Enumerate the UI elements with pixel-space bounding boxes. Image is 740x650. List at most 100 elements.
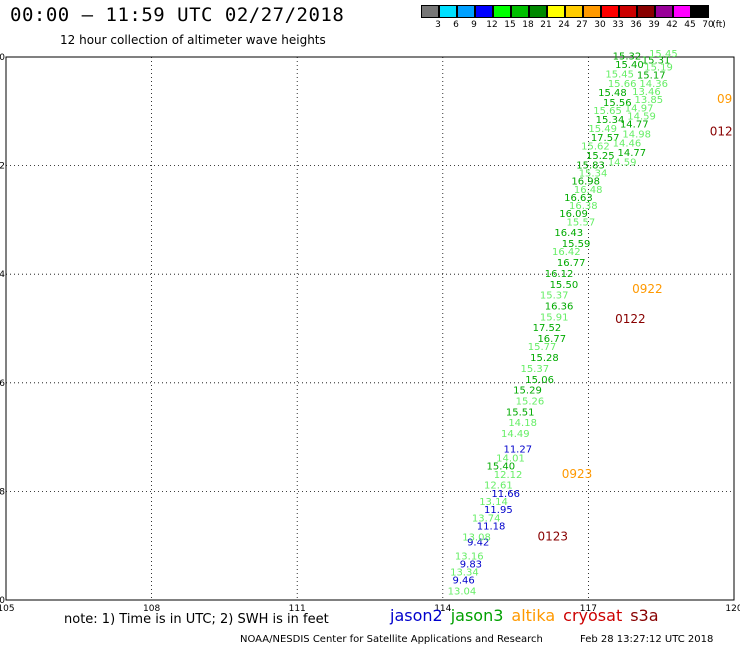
swh-value-label: 15.37 [520,364,549,375]
swh-value-label: 9.42 [467,538,489,549]
swh-value-label: 13.04 [448,587,477,598]
swh-value-label: 15.45 [605,70,634,81]
scale-label: 9 [471,20,477,30]
swh-value-label: 13.74 [472,513,501,524]
swh-value-label: 14.98 [622,129,651,140]
scale-swatch [511,5,529,18]
swh-value-label: 9.83 [460,559,482,570]
swh-value-label: 13.85 [635,95,664,106]
swh-value-label: 13.08 [462,532,491,543]
swh-value-label: 15.50 [550,280,579,291]
swh-value-label: 15.66 [608,79,637,90]
swh-value-label: 15.28 [530,353,559,364]
swh-value-label: 15.06 [525,375,554,386]
swh-value-label: 9.46 [453,576,475,587]
scale-label: 70 [702,20,714,30]
swh-value-label: 17.57 [591,133,620,144]
swh-value-label: 14.01 [496,454,525,465]
swh-value-label: 13.16 [455,551,484,562]
swh-value-label: 15.56 [603,98,632,109]
y-tick-label: -54 [0,270,5,280]
axis-tick-labels: 105 108 111 114 117 120 -50 -52 -54 -56 -58 -60 [0,53,740,614]
swh-value-label: 14.77 [618,148,647,159]
scale-swatch [691,5,709,18]
swh-value-label: 15.57 [567,217,596,228]
plot-frame [5,56,735,601]
swh-value-label: 15.49 [588,124,617,135]
swh-value-label: 16.38 [569,201,598,212]
swh-value-label: 12.12 [494,470,523,481]
swh-value-label: 15.26 [516,397,545,408]
scale-label: 39 [648,20,660,30]
scale-swatch [619,5,637,18]
swh-value-label: 16.43 [554,228,583,239]
scale-label: 42 [666,20,678,30]
scale-label: 6 [453,20,459,30]
scale-swatch [565,5,583,18]
x-tick-label: 111 [289,604,306,614]
legend-entry-cryosat: cryosat [563,606,623,625]
x-tick-label: 105 [0,604,15,614]
scale-swatch [421,5,439,18]
scale-label: 15 [504,20,516,30]
scale-swatch [655,5,673,18]
scale-swatch [439,5,457,18]
scale-swatch [457,5,475,18]
swh-value-label: 14.46 [613,139,642,150]
legend-entry-jason2: jason2 [390,606,443,625]
swh-value-label: 15.51 [506,407,535,418]
swh-value-label: 13.14 [479,497,508,508]
swh-value-label: 14.59 [627,111,656,122]
swh-value-label: 16.42 [552,247,581,258]
swh-value-label: 15.37 [540,291,569,302]
y-tick-label: -60 [0,596,5,606]
grid-lines [6,57,734,600]
swh-value-label: 13.46 [632,87,661,98]
chart-title: 00:00 – 11:59 UTC 02/27/2018 [10,4,345,26]
scale-swatch [673,5,691,18]
scale-label: 3 [435,20,441,30]
swh-value-label: 15.83 [576,160,605,171]
legend-entry-s3a: s3a [630,606,659,625]
swh-value-label: 15.62 [581,141,610,152]
scale-label: 21 [540,20,552,30]
x-tick-label: 120 [725,604,740,614]
y-tick-label: -56 [0,379,5,389]
swh-value-label: 16.36 [545,301,574,312]
swh-value-label: 13.34 [450,568,479,579]
pass-time-label: 0122 [615,312,646,326]
scale-label: 24 [558,20,570,30]
footer-credit: NOAA/NESDIS Center for Satellite Applica… [240,634,543,645]
swh-value-label: 15.59 [562,239,591,250]
scale-label: 27 [576,20,588,30]
pass-time-label: 012 [710,125,733,139]
pass-time-label: 0923 [562,467,593,481]
legend-entry-altika: altika [511,606,556,625]
swh-value-label: 16.48 [574,185,603,196]
swh-value-label: 14.59 [608,158,637,169]
data-labels: 13.049.4613.349.8313.169.4213.0811.1813.… [448,49,733,598]
swh-value-label: 15.25 [586,151,615,162]
swh-value-label: 11.18 [477,521,506,532]
swh-value-label: 15.48 [598,88,627,99]
swh-value-label: 15.34 [596,115,625,126]
scale-label: 33 [612,20,624,30]
swh-value-label: 15.19 [644,63,673,74]
y-tick-label: -52 [0,162,5,172]
swh-value-label: 11.95 [484,505,513,516]
scale-swatch [475,5,493,18]
footer-note: note: 1) Time is in UTC; 2) SWH is in fe… [64,612,329,627]
pass-time-label: 0123 [537,529,568,543]
swh-value-label: 15.65 [593,106,622,117]
footer-timestamp: Feb 28 13:27:12 UTC 2018 [580,634,714,645]
swh-value-label: 15.31 [642,56,671,67]
swh-value-label: 16.98 [571,177,600,188]
swh-value-label: 16.12 [545,269,574,280]
scale-unit: (ft) [712,20,726,30]
scale-swatch [493,5,511,18]
swh-value-label: 16.77 [557,258,586,269]
color-scale: 3 6 9 12 15 18 21 24 27 30 33 36 39 42 45 70 (ft) [421,5,739,35]
x-tick-label: 114 [434,604,451,614]
x-tick-label: 117 [580,604,597,614]
